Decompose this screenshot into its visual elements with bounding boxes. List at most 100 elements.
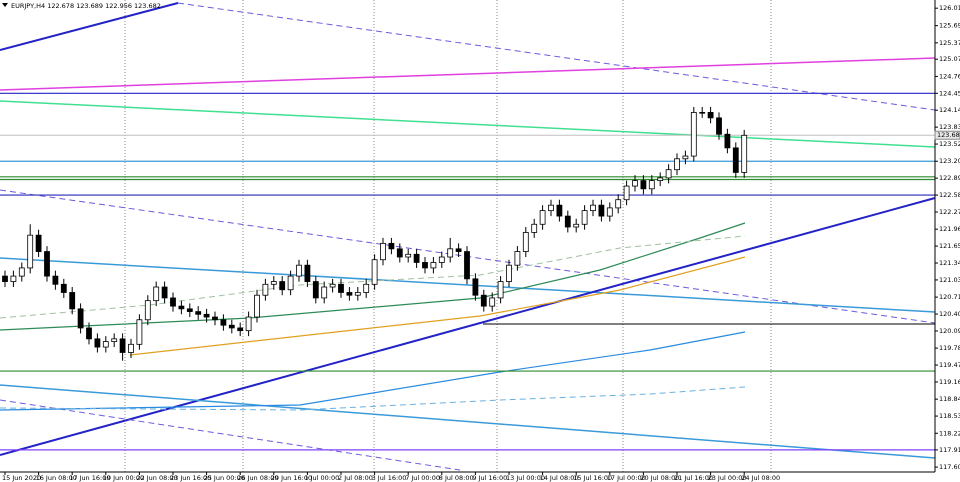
candle-body <box>270 281 277 285</box>
candle-body <box>430 262 437 269</box>
candle-body <box>44 251 50 277</box>
y-tick-label: 120.715 <box>939 293 960 301</box>
x-tick-label: 8 Jul 08:00 <box>439 474 474 482</box>
candle-body <box>245 316 252 332</box>
y-tick-label: 121.960 <box>939 225 960 233</box>
y-tick-label: 117.915 <box>939 446 960 454</box>
candle-body <box>77 308 84 329</box>
candle-body <box>413 253 420 263</box>
candle-body <box>623 185 630 201</box>
candle-body <box>35 234 42 252</box>
candle-body <box>489 297 496 307</box>
candle-body <box>657 177 664 182</box>
candle-body <box>522 232 529 252</box>
y-tick-label: 119.470 <box>939 361 960 369</box>
candle-body <box>573 223 580 228</box>
candle-body <box>699 112 706 114</box>
y-tick-label: 121.650 <box>939 242 960 250</box>
x-tick-label: 9 Jul 16:00 <box>472 474 507 482</box>
x-tick-label: 2 Jul 08:00 <box>338 474 373 482</box>
x-tick-label: 29 Jun 16:00 <box>271 474 312 482</box>
y-tick-label: 122.275 <box>939 208 960 216</box>
x-tick-label: 22 Jun 08:00 <box>136 474 177 482</box>
y-tick-label: 120.405 <box>939 310 960 318</box>
levels <box>0 92 935 451</box>
x-tick-label: 14 Jul 08:00 <box>540 474 579 482</box>
y-tick-label: 117.600 <box>939 463 960 471</box>
candle-body <box>674 158 680 171</box>
candle-body <box>648 180 655 190</box>
moving-average <box>0 235 746 319</box>
candle-body <box>195 311 202 315</box>
y-tick-label: 118.845 <box>939 395 960 403</box>
collapse-icon[interactable] <box>2 3 8 7</box>
candle-body <box>716 117 722 135</box>
candle-body <box>144 300 151 321</box>
y-tick-label: 122.585 <box>939 191 960 199</box>
candle-body <box>539 210 546 225</box>
candle-body <box>606 207 613 217</box>
x-tick-label: 23 Jun 16:00 <box>170 474 211 482</box>
candle-body <box>732 147 739 173</box>
trend-line <box>0 257 936 313</box>
candle-body <box>724 133 731 149</box>
x-tick-label: 13 Jul 00:00 <box>506 474 545 482</box>
candle-body <box>615 199 622 209</box>
candles <box>2 106 748 361</box>
candle-body <box>548 204 554 212</box>
candle-body <box>170 297 176 307</box>
candle-body <box>287 275 294 291</box>
candle-body <box>531 223 538 233</box>
candle-body <box>329 283 336 288</box>
y-tick-label: 124.450 <box>939 89 960 97</box>
candle-body <box>640 180 647 190</box>
y-tick-label: 126.010 <box>939 4 960 12</box>
x-tick-label: 17 Jun 16:00 <box>69 474 110 482</box>
moving-average <box>0 386 746 411</box>
candle-body <box>102 341 109 348</box>
y-tick-label: 123.520 <box>939 140 960 148</box>
candle-body <box>27 234 34 269</box>
candle-body <box>18 267 25 277</box>
candle-body <box>346 292 353 296</box>
x-tick-label: 25 Jun 00:00 <box>204 474 245 482</box>
candle-body <box>136 319 143 345</box>
y-tick-label: 124.140 <box>939 106 960 114</box>
last-price-label: 123.682 <box>937 131 960 139</box>
candle-body <box>632 180 638 187</box>
x-tick-label: 15 Jul 16:00 <box>573 474 612 482</box>
candle-body <box>69 292 76 310</box>
trend-line <box>0 197 936 456</box>
candle-body <box>338 283 344 293</box>
candle-body <box>52 275 59 285</box>
candle-body <box>581 210 588 225</box>
y-tick-label: 119.780 <box>939 344 960 352</box>
candle-body <box>86 327 92 340</box>
candle-body <box>228 324 235 329</box>
candle-body <box>665 169 672 179</box>
candle-body <box>405 253 412 258</box>
trend-line <box>0 2 179 51</box>
candle-body <box>178 305 185 310</box>
candle-body <box>237 327 244 332</box>
candle-body <box>422 262 428 269</box>
y-tick-label: 123.830 <box>939 123 960 131</box>
trend-line <box>0 57 936 91</box>
x-tick-label: 17 Jul 00:00 <box>607 474 646 482</box>
candle-body <box>741 134 748 173</box>
candle-body <box>514 251 521 266</box>
candle-body <box>119 338 126 353</box>
drawings <box>0 2 936 471</box>
candle-body <box>464 251 470 280</box>
candle-body <box>312 281 319 299</box>
candle-body <box>506 264 512 282</box>
candle-body <box>321 286 328 299</box>
candle-body <box>254 294 260 318</box>
chart-title: EURJPY,H4 122.678 123.689 122.956 123.68… <box>11 2 161 10</box>
x-tick-label: 26 Jun 08:00 <box>237 474 278 482</box>
y-tick-label: 118.535 <box>939 412 960 420</box>
trend-line <box>0 384 936 459</box>
y-tick-label: 125.375 <box>939 39 960 47</box>
candle-body <box>447 248 454 258</box>
